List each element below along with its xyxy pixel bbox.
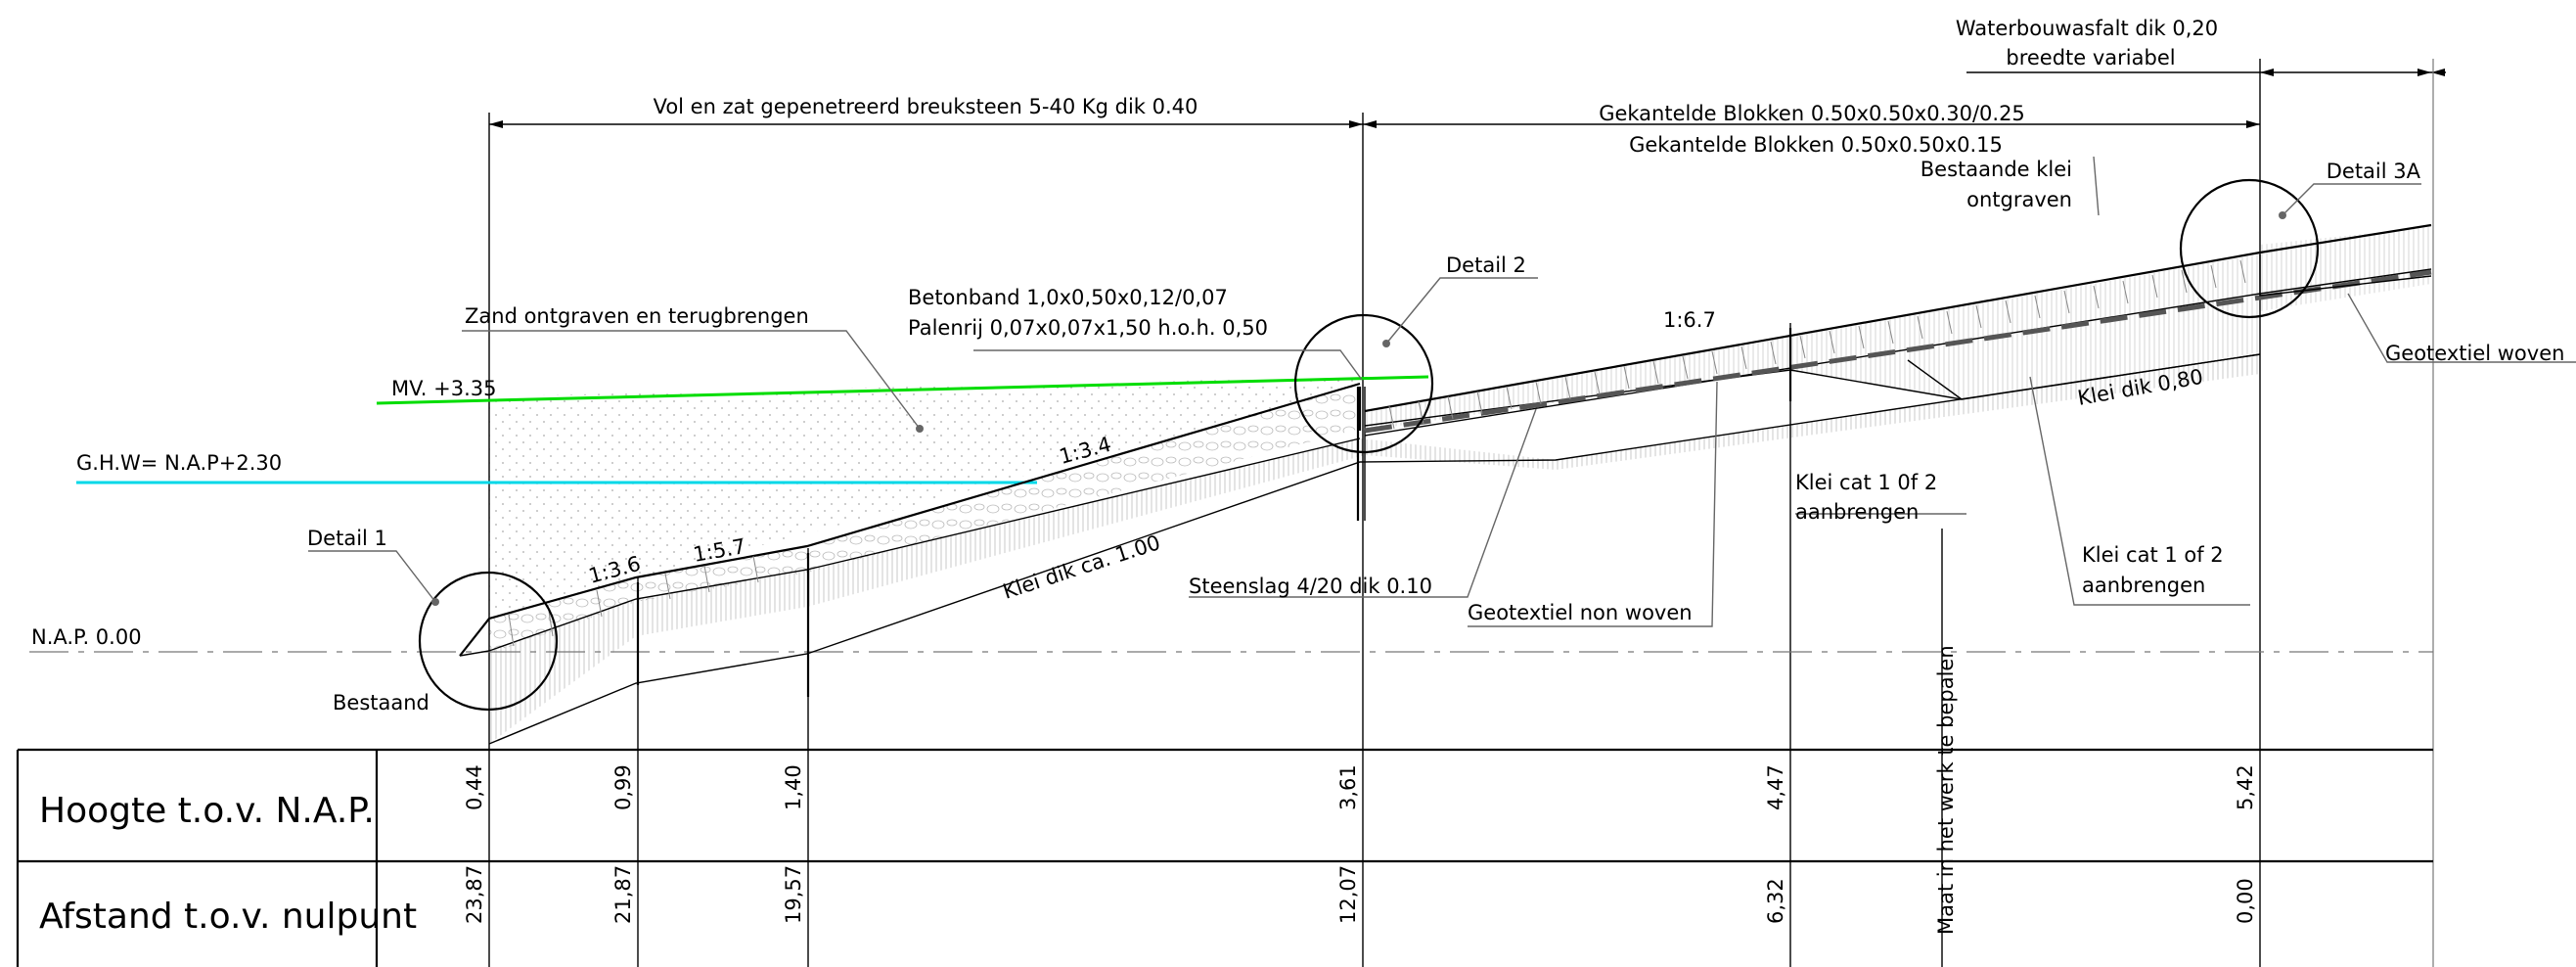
label-detail-2: Detail 2 — [1446, 253, 1526, 277]
label-gekantelde-1: Gekantelde Blokken 0.50x0.50x0.30/0.25 — [1599, 102, 2025, 125]
label-klei-cat-a: Klei cat 1 0f 2 — [1795, 471, 1937, 494]
mv-level-line — [376, 375, 1429, 405]
afstand-value: 12,07 — [1336, 865, 1360, 924]
hoogte-value: 4,47 — [1764, 764, 1787, 810]
label-nap: N.A.P. 0.00 — [31, 625, 142, 649]
detail-3a-circle[interactable] — [2179, 178, 2320, 319]
profile-table — [16, 748, 2433, 967]
label-waterbouwasfalt: Waterbouwasfalt dik 0,20 — [1956, 17, 2218, 40]
label-klei-cat-b: Klei cat 1 of 2 — [2082, 543, 2224, 567]
label-breedte: breedte variabel — [2006, 46, 2175, 69]
afstand-value: 19,57 — [782, 865, 805, 924]
table-row-hoogte-label: Hoogte t.o.v. N.A.P. — [39, 791, 375, 831]
label-bestaande-klei: Bestaande klei — [1921, 158, 2072, 181]
dike-profile — [459, 223, 2432, 745]
label-betonband: Betonband 1,0x0,50x0,12/0,07 — [908, 286, 1228, 309]
maat-in-werk-label: Maat in het werk te bepalen — [1934, 645, 1958, 935]
label-ontgraven: ontgraven — [1966, 188, 2072, 211]
label-detail-3a: Detail 3A — [2327, 160, 2421, 183]
label-vol-en-zat: Vol en zat gepenetreerd breuksteen 5-40 … — [654, 95, 1198, 118]
label-geotextiel-woven: Geotextiel woven — [2385, 342, 2564, 365]
hoogte-value: 3,61 — [1336, 764, 1360, 810]
dimension-lines — [489, 69, 2446, 128]
afstand-value: 0,00 — [2234, 878, 2257, 924]
label-mv: MV. +3.35 — [391, 377, 496, 400]
hoogte-value: 1,40 — [782, 764, 805, 810]
label-steenslag: Steenslag 4/20 dik 0.10 — [1189, 575, 1432, 598]
label-slope-67: 1:6.7 — [1663, 308, 1716, 332]
afstand-value: 23,87 — [463, 865, 486, 924]
table-values: 0,44 0,99 1,40 3,61 4,47 5,42 23,87 21,8… — [463, 645, 2257, 935]
clay-hatch-lower — [489, 354, 2260, 744]
label-gekantelde-2: Gekantelde Blokken 0.50x0.50x0.15 — [1629, 133, 2003, 157]
afstand-value: 6,32 — [1764, 878, 1787, 924]
label-ghw: G.H.W= N.A.P+2.30 — [76, 451, 282, 475]
label-bestaand: Bestaand — [333, 691, 429, 714]
detail-1-circle[interactable] — [418, 571, 559, 712]
table-row-afstand-label: Afstand t.o.v. nulpunt — [39, 897, 417, 937]
label-geotextiel-non: Geotextiel non woven — [1468, 601, 1693, 624]
detail-2-circle[interactable] — [1293, 313, 1434, 454]
label-klei-cat-b-2: aanbrengen — [2082, 574, 2205, 597]
afstand-value: 21,87 — [611, 865, 635, 924]
sand-fill-area — [489, 377, 1360, 617]
hoogte-value: 0,99 — [611, 764, 635, 810]
label-zand: Zand ontgraven en terugbrengen — [465, 304, 809, 328]
hoogte-value: 5,42 — [2234, 764, 2257, 810]
label-palenrij: Palenrij 0,07x0,07x1,50 h.o.h. 0,50 — [908, 316, 1268, 340]
sheet-piles — [636, 328, 1792, 697]
label-klei-cat-a-2: aanbrengen — [1795, 500, 1919, 524]
block-marks — [508, 259, 2246, 647]
leader-lines — [308, 156, 2576, 627]
label-detail-1: Detail 1 — [307, 527, 387, 550]
hoogte-value: 0,44 — [463, 764, 486, 810]
